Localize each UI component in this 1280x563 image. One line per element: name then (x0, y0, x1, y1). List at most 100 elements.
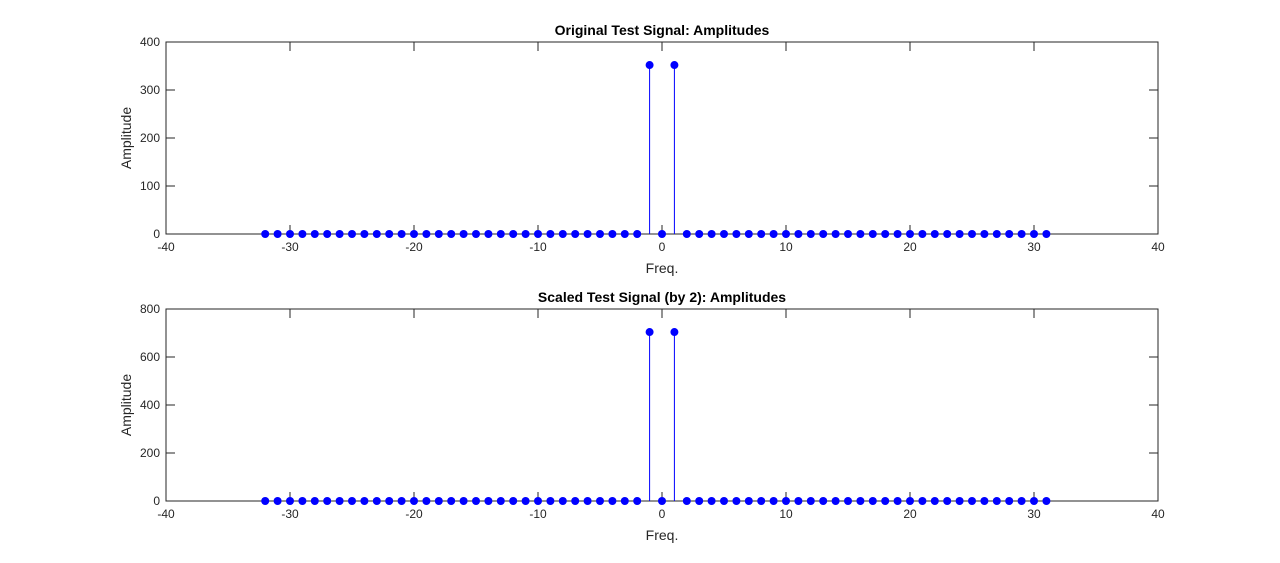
y-tick-label: 200 (140, 131, 160, 145)
stem-marker (868, 230, 877, 238)
x-tick-label: 0 (659, 240, 666, 254)
stem-marker (583, 230, 592, 238)
stem-marker (930, 230, 939, 238)
stem-marker (819, 497, 828, 505)
stem-marker (1030, 497, 1038, 505)
stem-marker (695, 230, 704, 238)
stem-marker (1042, 497, 1051, 505)
stem-marker (670, 61, 679, 70)
stem-marker (385, 497, 394, 505)
stem-marker (992, 230, 1001, 238)
x-tick-label: -30 (281, 507, 299, 521)
x-axis-label: Freq. (646, 527, 679, 543)
stem-marker (1005, 230, 1014, 238)
stem-marker (831, 230, 840, 238)
stem-marker (472, 497, 480, 505)
x-ticks: -40 -30 -20 -10 0 10 20 30 40 (157, 42, 1165, 254)
stem-marker (1030, 230, 1038, 238)
stem-marker (1042, 230, 1051, 238)
stem-marker (298, 230, 307, 238)
stem-marker (323, 230, 332, 238)
stem-marker (286, 230, 294, 238)
stem-marker (521, 497, 530, 505)
y-tick-label: 0 (153, 227, 160, 241)
x-tick-label: 30 (1027, 507, 1041, 521)
stem-marker (682, 230, 691, 238)
stem-marker (583, 497, 592, 505)
stem-marker (633, 230, 642, 238)
stem-marker (558, 497, 567, 505)
stem-marker (831, 497, 840, 505)
stem-marker (906, 497, 914, 505)
stem-marker (806, 497, 815, 505)
stem-marker (360, 230, 369, 238)
y-tick-label: 800 (140, 302, 160, 316)
stem-marker (397, 230, 406, 238)
x-tick-label: -40 (157, 507, 175, 521)
x-tick-label: 30 (1027, 240, 1041, 254)
stem-marker (521, 230, 530, 238)
stem-marker (447, 497, 456, 505)
stem-marker (348, 497, 356, 505)
stem-marker (571, 230, 580, 238)
stem-marker (286, 497, 294, 505)
stem-marker (893, 497, 902, 505)
stem-marker (298, 497, 307, 505)
x-tick-label: -20 (405, 507, 423, 521)
stem-marker (422, 230, 431, 238)
stem-marker (261, 230, 270, 238)
stem-marker (658, 230, 666, 238)
stem-marker (447, 230, 456, 238)
stem-marker (782, 497, 790, 505)
stem-marker (534, 497, 542, 505)
stem-marker (881, 497, 890, 505)
stem-marker (509, 230, 518, 238)
stem-marker (720, 230, 728, 238)
x-tick-label: -40 (157, 240, 175, 254)
y-axis-label: Amplitude (118, 374, 134, 436)
chart-title: Scaled Test Signal (by 2): Amplitudes (538, 289, 786, 305)
stem-marker (558, 230, 567, 238)
y-tick-label: 0 (153, 494, 160, 508)
y-tick-label: 100 (140, 179, 160, 193)
stem-marker (571, 497, 580, 505)
x-tick-label: 40 (1151, 240, 1165, 254)
axes-box (165, 41, 1159, 235)
stem-marker (509, 497, 518, 505)
stem-marker (1017, 497, 1026, 505)
stem-marker (943, 497, 952, 505)
x-tick-label: -10 (529, 240, 547, 254)
stem-marker (348, 230, 356, 238)
stem-marker (434, 497, 443, 505)
stem-marker (261, 497, 270, 505)
stem-marker (422, 497, 431, 505)
stem-marker (955, 497, 964, 505)
stem-marker (732, 497, 741, 505)
stem-marker (757, 230, 766, 238)
stem-marker (658, 497, 666, 505)
stem-marker (410, 230, 418, 238)
stem-marker (596, 230, 604, 238)
stem-marker (534, 230, 542, 238)
stem-marker (732, 230, 741, 238)
stem-marker (273, 230, 282, 238)
subplot-scaled: Scaled Test Signal (by 2): Amplitudes Fr… (118, 289, 1165, 543)
y-tick-label: 400 (140, 35, 160, 49)
stem-marker (744, 497, 753, 505)
x-tick-label: 0 (659, 507, 666, 521)
stem-marker (385, 230, 394, 238)
stem-marker (434, 230, 443, 238)
stem-marker (459, 497, 468, 505)
stem-marker (757, 497, 766, 505)
stem-marker (980, 497, 989, 505)
stem-marker (633, 497, 642, 505)
x-tick-label: -30 (281, 240, 299, 254)
y-axis-label: Amplitude (118, 107, 134, 169)
x-tick-label: 40 (1151, 507, 1165, 521)
stem-marker (918, 230, 927, 238)
stem-marker (682, 497, 691, 505)
stem-marker (856, 497, 865, 505)
stem-marker (769, 497, 778, 505)
stem-marker (410, 497, 418, 505)
